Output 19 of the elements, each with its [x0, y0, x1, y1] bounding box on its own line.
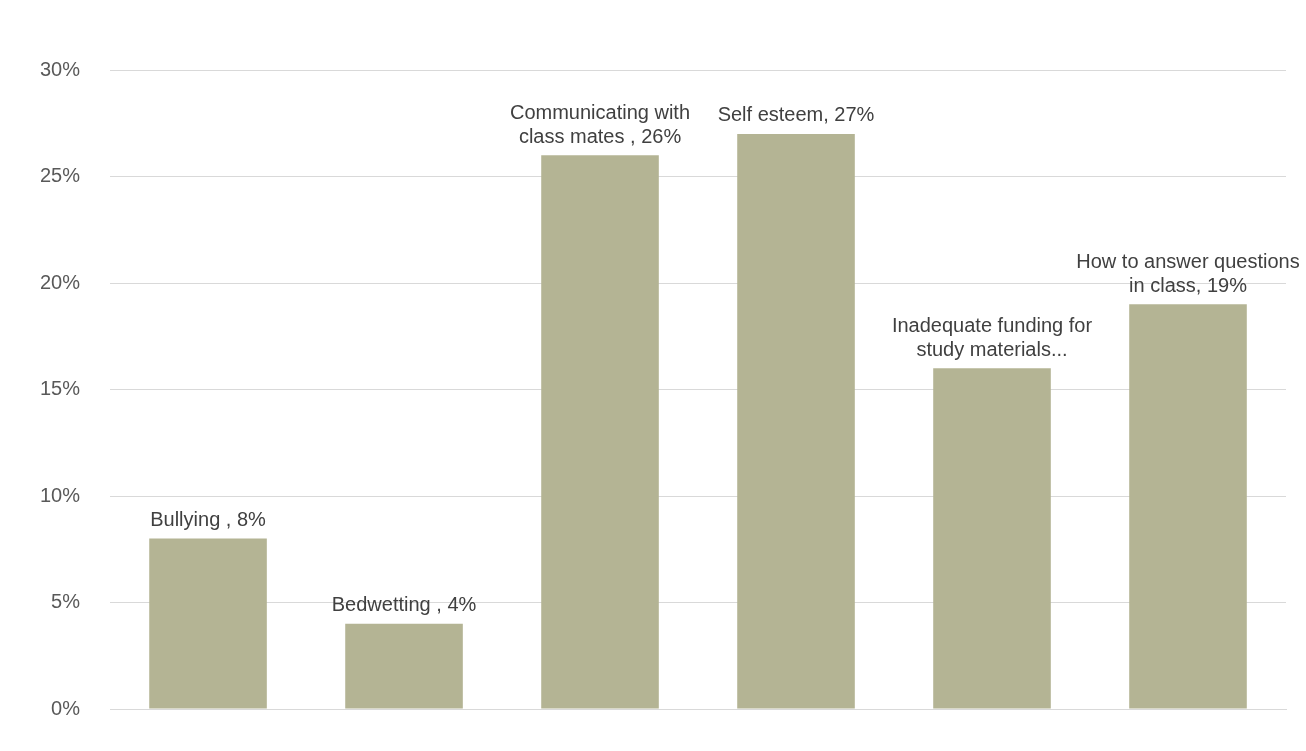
data-label: How to answer questions in class, 19%: [1076, 249, 1300, 296]
data-label: Bullying , 8%: [150, 508, 267, 531]
y-tick-label: 5%: [51, 590, 81, 613]
y-tick-label: 30%: [40, 57, 81, 80]
data-label: Self esteem, 27%: [717, 103, 875, 126]
bar: [933, 368, 1051, 709]
bar: [1129, 304, 1247, 709]
y-tick-label: 0%: [51, 696, 81, 719]
data-label: Bedwetting , 4%: [331, 593, 477, 616]
y-tick-label: 10%: [40, 483, 81, 506]
data-label: Inadequate funding for study materials...: [891, 313, 1093, 360]
bar: [737, 133, 855, 709]
bar: [149, 538, 267, 709]
bar: [345, 623, 463, 709]
y-tick-label: 25%: [40, 164, 81, 187]
y-tick-label: 15%: [40, 377, 81, 400]
y-tick-label: 20%: [40, 270, 81, 293]
data-label: Communicating with class mates , 26%: [509, 100, 691, 147]
bar: [541, 155, 659, 709]
